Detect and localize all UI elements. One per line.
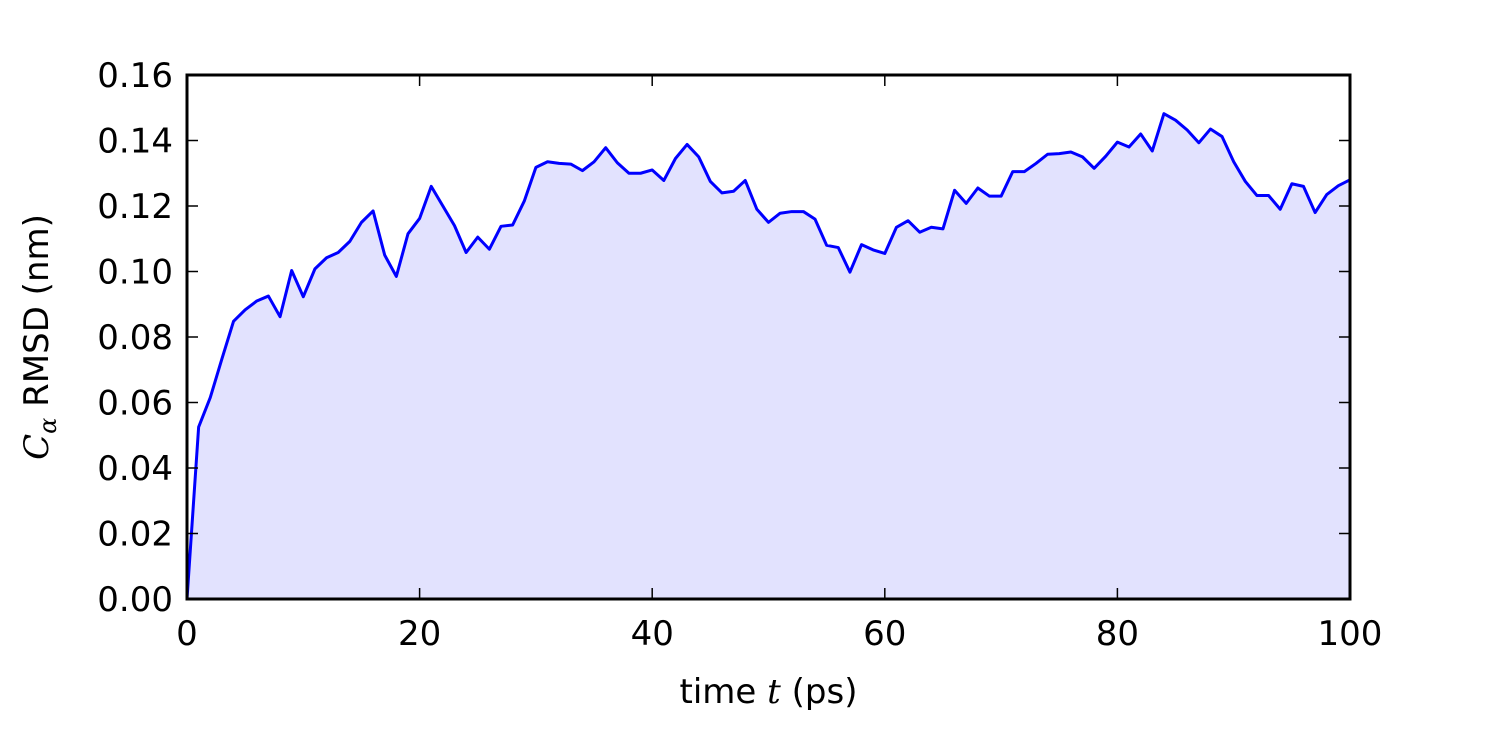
y-tick-label: 0.10 [97, 253, 173, 293]
rmsd-line [185, 112, 1351, 600]
x-tick-label: 20 [398, 614, 441, 654]
x-tick-label: 0 [176, 614, 198, 654]
x-tick-label: 100 [1318, 614, 1383, 654]
rmsd-area-fill [187, 113, 1350, 599]
y-tick-label: 0.02 [97, 515, 173, 555]
y-tick-label: 0.12 [97, 187, 173, 227]
y-tick-label: 0.04 [97, 449, 173, 489]
y-tick-label: 0.00 [97, 580, 173, 620]
y-tick-label: 0.16 [97, 56, 173, 96]
y-tick-label: 0.14 [97, 122, 173, 162]
x-tick-label: 60 [863, 614, 906, 654]
y-tick-label: 0.06 [97, 384, 173, 424]
x-tick-label: 40 [631, 614, 674, 654]
x-axis-label: time t (ps) [680, 672, 858, 712]
y-tick-label: 0.08 [97, 318, 173, 358]
x-tick-label: 80 [1096, 614, 1139, 654]
y-axis-label: Cα RMSD (nm) [17, 214, 62, 460]
